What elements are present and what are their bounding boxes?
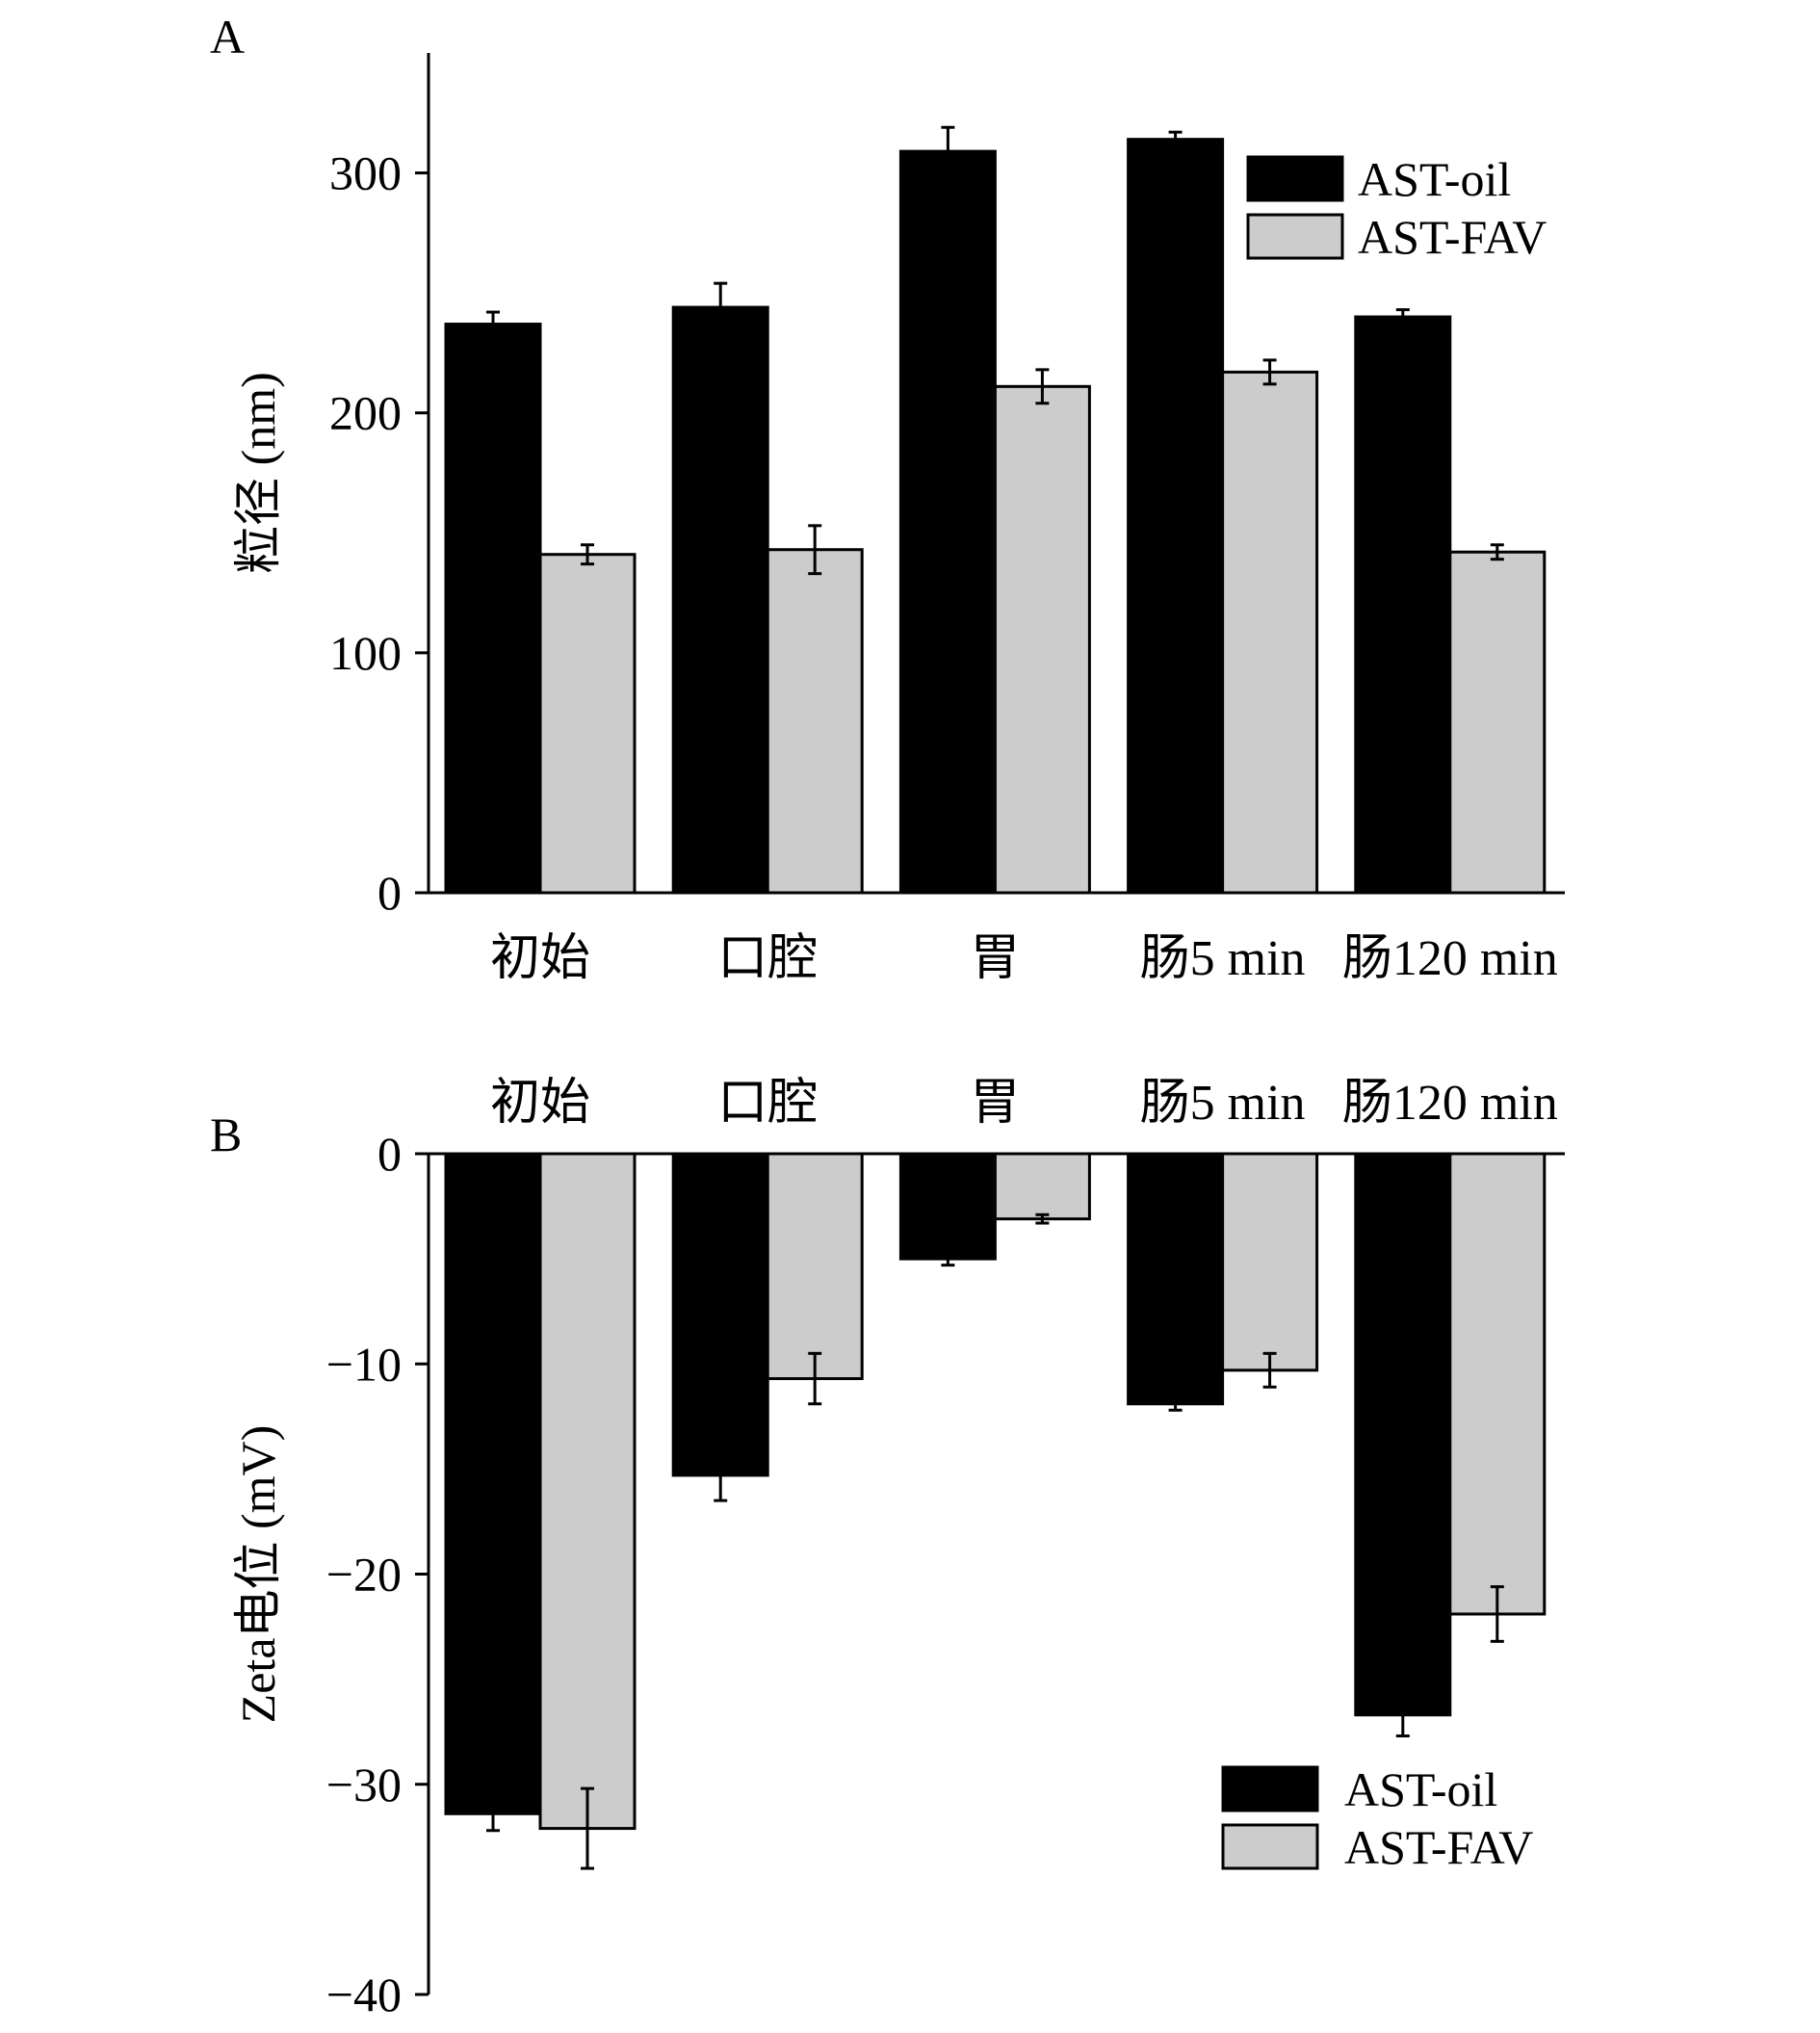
panel-b-bar-ast-oil — [444, 1152, 542, 1815]
panel-a-category-label: 口腔 — [717, 931, 818, 986]
panel-a-y-tick-label: 300 — [329, 146, 402, 200]
panel-b-bar-ast-fav — [766, 1152, 864, 1381]
panel-b-bar-ast-fav — [1221, 1152, 1319, 1372]
panel-a-bar-ast-fav — [1221, 370, 1319, 895]
panel-b-category-label: 肠5 min — [1140, 1076, 1306, 1131]
panel-b-y-tick-label: −40 — [326, 1968, 402, 2021]
panel-b-y-tick-label: −20 — [326, 1548, 402, 1602]
panel-a-y-tick-label: 100 — [329, 626, 402, 680]
panel-a-bar-ast-oil — [444, 323, 542, 895]
panel-a-legend-swatch-ast-fav — [1246, 213, 1344, 260]
panel-b-y-tick-label: −10 — [326, 1337, 402, 1391]
panel-b-bar-ast-fav — [538, 1152, 637, 1831]
panel-a-bar-ast-fav — [538, 553, 637, 895]
panel-b-legend-label-ast-fav: AST-FAV — [1344, 1820, 1533, 1874]
panel-b-category-label: 口腔 — [717, 1076, 818, 1131]
panel-b-bar-ast-fav — [993, 1152, 1091, 1221]
panel-a-category-label: 肠120 min — [1342, 931, 1558, 986]
panel-a-category-label: 初始 — [490, 931, 590, 986]
panel-b-bar-ast-oil — [1354, 1152, 1452, 1717]
panel-b-y-axis-title: Zeta电位 (mV) — [231, 1425, 285, 1724]
panel-a-legend-swatch-ast-oil — [1246, 155, 1344, 202]
panel-b-category-label: 胃 — [970, 1076, 1020, 1131]
panel-a-category-label: 胃 — [970, 931, 1020, 986]
panel-a-bar-ast-fav — [1448, 550, 1547, 895]
panel-b-y-tick-label: 0 — [377, 1127, 402, 1181]
panel-b-category-label: 初始 — [490, 1076, 590, 1131]
panel-a-chart: A 0 100 200 300 粒径 (nm) 初始 口腔 胃 肠5 min 肠120 min AS… — [210, 10, 1565, 986]
panel-a-letter: A — [210, 10, 245, 64]
panel-b-chart: B 0 −10 −20 −30 −40 Zeta电位 (mV) 初始 口腔 胃 肠5 min 肠12… — [210, 1076, 1565, 2021]
panel-a-y-tick-label: 0 — [377, 866, 402, 920]
panel-b-bar-ast-oil — [1127, 1152, 1225, 1406]
panel-a-bar-ast-oil — [1354, 315, 1452, 895]
panel-a-bar-ast-fav — [766, 548, 864, 895]
panel-a-legend-label-ast-fav: AST-FAV — [1358, 210, 1547, 264]
panel-a-bar-ast-oil — [671, 305, 769, 895]
panel-a-category-label: 肠5 min — [1140, 931, 1306, 986]
panel-a-y-tick-label: 200 — [329, 386, 402, 440]
panel-b-bar-ast-fav — [1448, 1152, 1547, 1616]
panel-b-letter: B — [210, 1108, 242, 1161]
panel-b-bar-ast-oil — [898, 1152, 997, 1261]
panel-b-category-label: 肠120 min — [1342, 1076, 1558, 1131]
panel-b-bar-ast-oil — [671, 1152, 769, 1477]
panel-b-legend-swatch-ast-oil — [1221, 1765, 1319, 1812]
panel-a-y-axis-title: 粒径 (nm) — [231, 372, 285, 574]
panel-b-legend-swatch-ast-fav — [1221, 1823, 1319, 1870]
panel-b-y-tick-label: −30 — [326, 1758, 402, 1811]
panel-b-legend-label-ast-oil: AST-oil — [1344, 1762, 1497, 1816]
panel-a-bar-ast-oil — [898, 149, 997, 895]
panel-a-legend-label-ast-oil: AST-oil — [1358, 152, 1511, 206]
panel-a-bar-ast-fav — [993, 384, 1091, 895]
panel-a-bar-ast-oil — [1127, 138, 1225, 895]
